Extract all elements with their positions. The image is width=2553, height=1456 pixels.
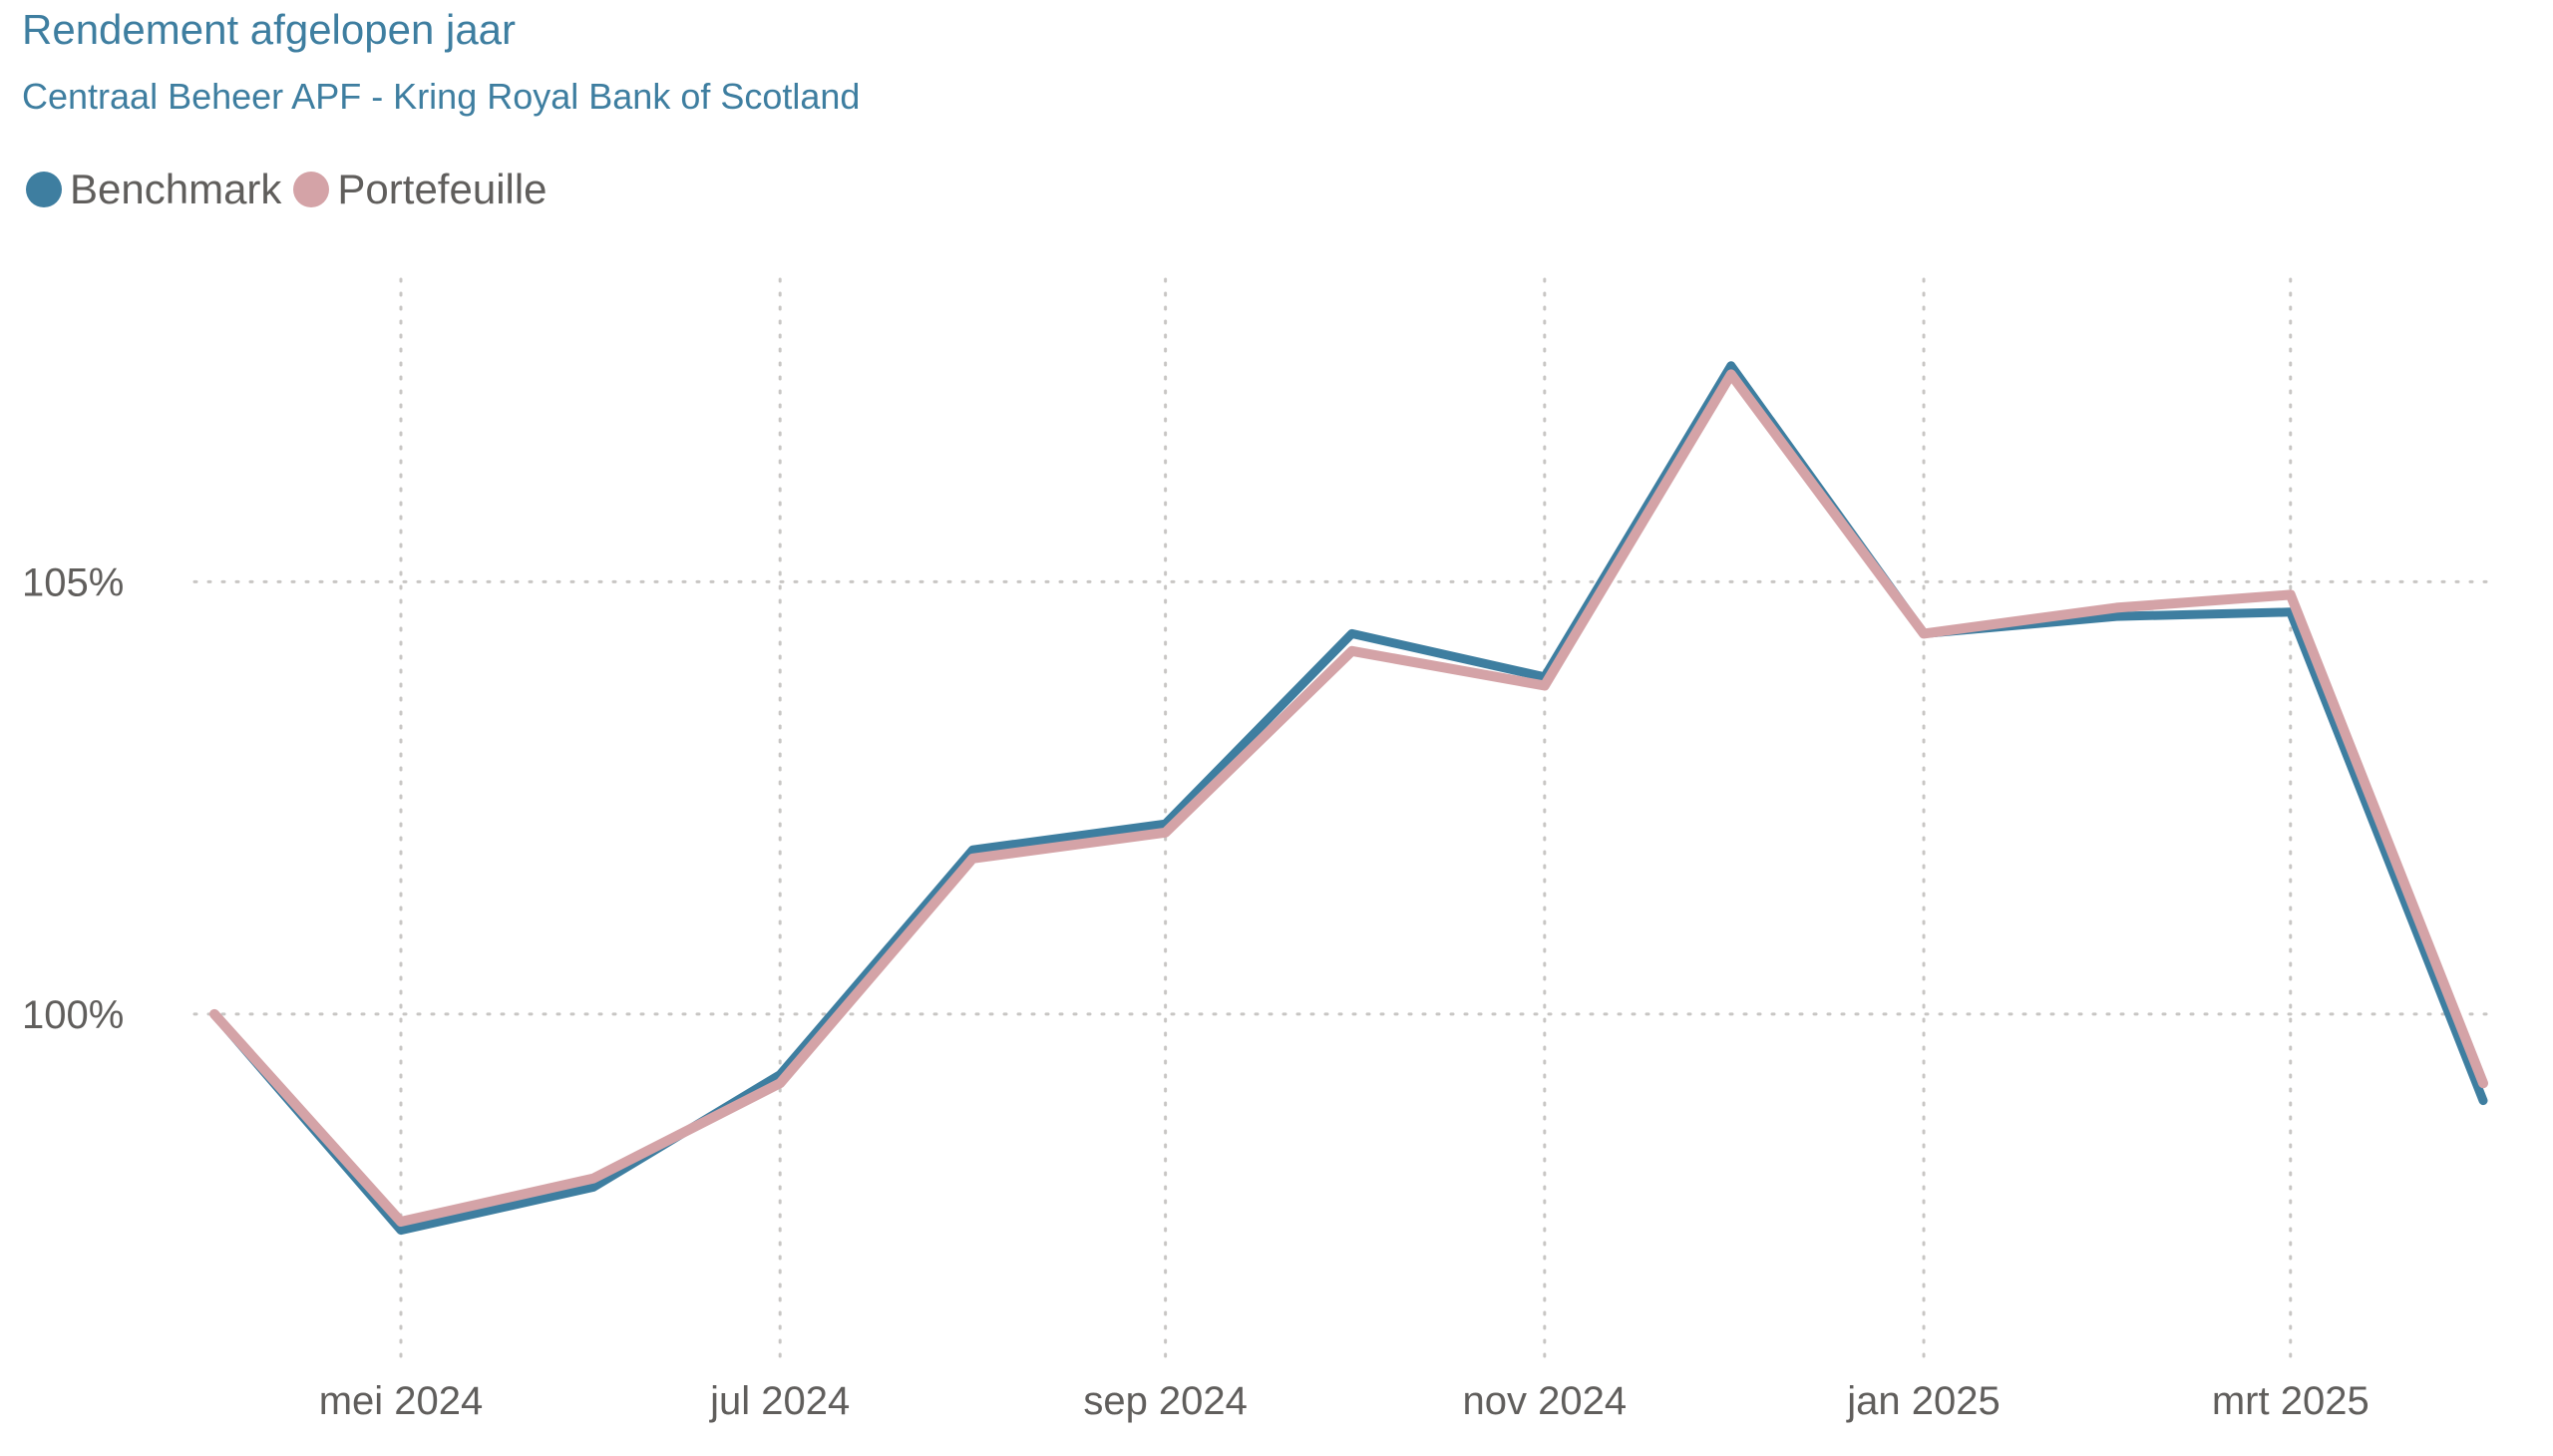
series-lines: [209, 361, 2488, 1236]
x-tick-label: nov 2024: [1463, 1379, 1628, 1423]
legend: Benchmark Portefeuille: [26, 166, 559, 213]
x-tick-label: sep 2024: [1083, 1379, 1248, 1423]
y-axis-labels: 100% 105%: [22, 560, 124, 1036]
x-tick-label: jan 2025: [1846, 1379, 2000, 1423]
legend-item-benchmark[interactable]: Benchmark: [26, 166, 281, 213]
legend-benchmark-marker: [26, 172, 62, 207]
series-line-benchmark: [209, 361, 2488, 1236]
x-axis-labels: mei 2024 jul 2024 sep 2024 nov 2024 jan 2025…: [319, 1379, 2370, 1423]
legend-benchmark-label: Benchmark: [70, 166, 282, 212]
legend-item-portefeuille[interactable]: Portefeuille: [293, 166, 547, 213]
x-tick-label: jul 2024: [709, 1379, 850, 1423]
chart-subtitle: Centraal Beheer APF - Kring Royal Bank o…: [22, 76, 861, 117]
legend-portefeuille-marker: [293, 172, 330, 207]
chart-title: Rendement afgelopen jaar: [22, 6, 517, 53]
y-tick-label: 100%: [22, 993, 124, 1037]
legend-portefeuille-label: Portefeuille: [337, 166, 547, 212]
series-line-portefeuille: [209, 369, 2488, 1227]
x-gridlines: [399, 277, 2293, 1363]
x-tick-label: mei 2024: [319, 1379, 484, 1423]
y-tick-label: 105%: [22, 560, 124, 604]
y-gridlines: [192, 579, 2500, 1016]
x-tick-label: mrt 2025: [2212, 1379, 2370, 1423]
